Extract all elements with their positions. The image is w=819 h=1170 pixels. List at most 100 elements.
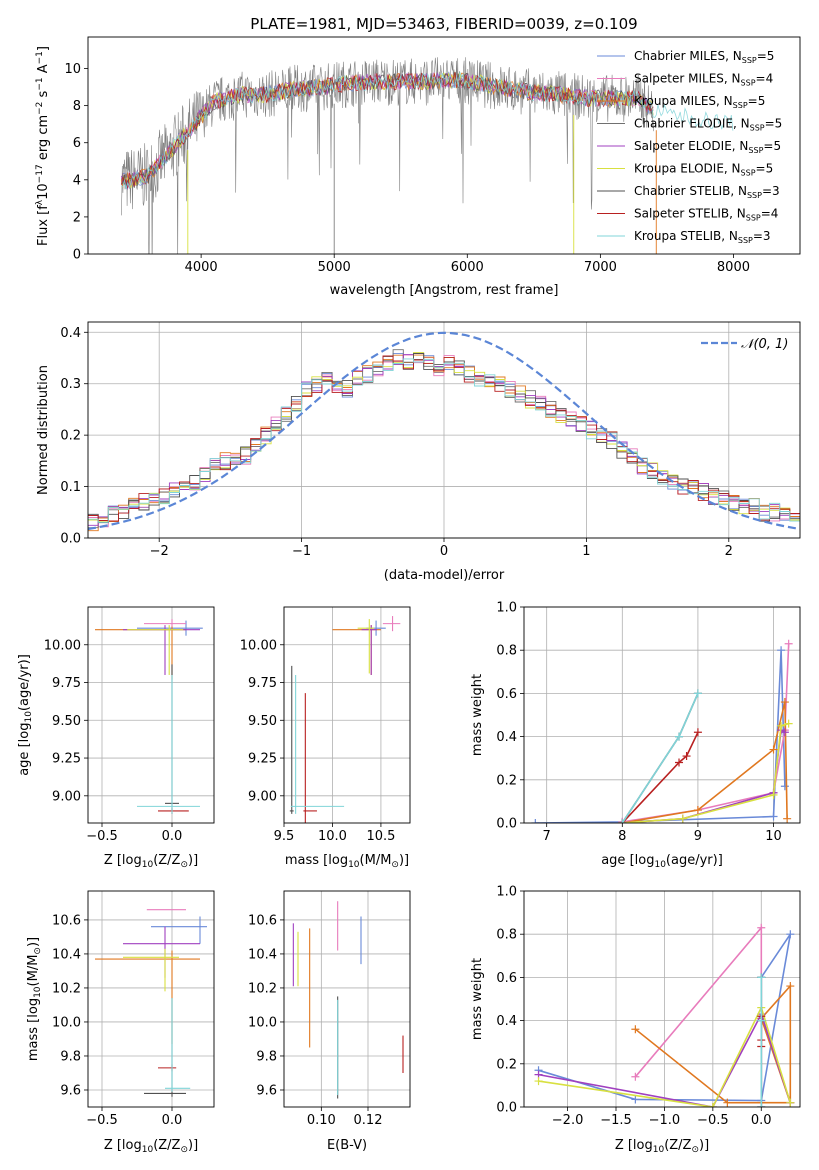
x-axis-label-part: 10 <box>653 1145 665 1155</box>
legend-label-tail: =4 <box>756 72 774 86</box>
y-tick-label: 0.4 <box>496 1014 517 1029</box>
legend-label-sub: SSP <box>747 191 762 200</box>
x-axis-label-part: )] <box>399 853 409 868</box>
x-axis-label-part: Z [log <box>615 1138 653 1153</box>
weight-marker <box>631 1095 640 1104</box>
x-axis-label-part: (M/M <box>360 853 392 868</box>
x-axis-label: Z [log10(Z/Z⊙)] <box>104 1138 198 1155</box>
y-axis-label-part: −1 <box>35 51 45 64</box>
weight-marker <box>693 689 702 698</box>
z-mass-panel: −0.5 0.09.69.810.010.210.410.6Z [log10(Z/… <box>26 890 215 1155</box>
x-tick-label: 10.5 <box>366 829 395 844</box>
weight-marker <box>678 814 687 823</box>
y-axis-label: age [log10(age/yr)] <box>17 654 34 776</box>
weight-marker <box>769 745 778 754</box>
weight-series-6 <box>621 731 699 823</box>
weight-marker <box>757 1103 766 1107</box>
weight-marker <box>757 923 766 932</box>
age-weight-panel-plot-area <box>531 639 793 823</box>
y-tick-label: 10.2 <box>248 981 277 996</box>
y-axis-label-part: Flux [f <box>36 205 51 246</box>
y-tick-label: 1.0 <box>496 885 517 900</box>
y-tick-label: 9.6 <box>256 1083 277 1098</box>
y-tick-label: 8 <box>73 99 81 114</box>
x-axis-label-part: 10 <box>142 860 154 870</box>
x-axis-label-part: )] <box>188 1138 198 1153</box>
legend-label: Kroupa STELIB, NSSP=3 <box>634 229 771 245</box>
y-axis-label-part: λ <box>35 199 45 205</box>
weight-marker <box>723 1098 732 1107</box>
x-tick-label: −2 <box>150 544 169 559</box>
x-axis-label-part: 10 <box>654 860 666 870</box>
legend-label-base: Salpeter MILES, N <box>634 72 741 86</box>
legend-label-base: Salpeter STELIB, N <box>634 207 746 221</box>
y-tick-label: 9.50 <box>52 714 81 729</box>
legend-label-base: Kroupa ELODIE, N <box>634 162 741 176</box>
y-tick-label: 6 <box>73 136 81 151</box>
y-tick-label: 9.75 <box>52 676 81 691</box>
z-mass-panel-plot-area <box>95 909 207 1097</box>
legend-label: Salpeter ELODIE, NSSP=5 <box>634 139 781 155</box>
y-axis-label: Flux [fλ10−17 erg cm−2 s−1 A−1] <box>35 46 51 246</box>
legend-label-sub: SSP <box>733 101 748 110</box>
x-axis-label-part: 10 <box>348 860 360 870</box>
weight-marker <box>675 732 684 741</box>
x-axis-label-part: (Z/Z <box>153 853 180 868</box>
x-axis-label: Z [log10(Z/Z⊙)] <box>104 853 198 870</box>
x-tick-label: 2 <box>725 544 733 559</box>
y-tick-label: 0.4 <box>496 730 517 745</box>
weight-marker <box>631 1025 640 1034</box>
x-axis-label-part: (Z/Z <box>664 1138 691 1153</box>
x-tick-label: 0 <box>440 544 448 559</box>
x-tick-label: −0.5 <box>86 1113 118 1128</box>
axes-frame <box>523 890 801 1108</box>
weight-marker <box>769 790 778 799</box>
x-tick-label: 9 <box>694 829 702 844</box>
y-tick-label: 10.0 <box>52 1015 81 1030</box>
legend-label: Salpeter MILES, NSSP=4 <box>634 72 773 88</box>
x-axis-label: E(B-V) <box>327 1138 367 1153</box>
x-axis-label-part: ⊙ <box>180 1145 188 1155</box>
x-tick-label: −2.0 <box>552 1113 584 1128</box>
residual-histogram-8 <box>88 358 800 523</box>
weight-marker <box>682 752 691 761</box>
y-axis-label: mass weight <box>470 674 485 756</box>
weight-marker <box>786 930 795 939</box>
y-axis-label-part: −17 <box>35 164 45 183</box>
x-tick-label: 7 <box>543 829 551 844</box>
x-tick-label: 6000 <box>451 260 484 275</box>
legend-label: Salpeter STELIB, NSSP=4 <box>634 207 778 223</box>
legend-label-base: Chabrier MILES, N <box>634 49 742 63</box>
y-axis-label-part: (age/yr)] <box>17 654 32 711</box>
weight-marker <box>786 1098 795 1107</box>
x-axis-label: wavelength [Angstrom, rest frame] <box>330 283 559 298</box>
legend-label: Kroupa ELODIE, NSSP=5 <box>634 162 773 178</box>
x-tick-label: 8 <box>618 829 626 844</box>
y-tick-label: 2 <box>73 210 81 225</box>
y-tick-label: 10.6 <box>248 913 277 928</box>
weight-marker <box>777 721 786 730</box>
weight-marker <box>777 646 786 655</box>
x-tick-label: −1.5 <box>600 1113 632 1128</box>
y-axis-label-part: mass [log <box>26 998 41 1061</box>
weight-marker <box>693 728 702 737</box>
axes-frame <box>87 321 801 539</box>
y-axis-label-part: −1 <box>35 77 45 90</box>
legend-label-sub: SSP <box>742 56 757 65</box>
y-tick-label: 10.2 <box>52 981 81 996</box>
weight-marker <box>618 819 627 823</box>
model-spectrum-8 <box>121 72 734 190</box>
legend-label: Chabrier STELIB, NSSP=3 <box>634 184 780 200</box>
weight-marker <box>757 973 766 982</box>
y-tick-label: 0.2 <box>60 429 81 444</box>
legend-label-tail: =5 <box>748 94 766 108</box>
weight-series-3 <box>538 1012 792 1107</box>
weight-marker <box>769 812 778 821</box>
x-tick-label: 0.10 <box>307 1113 336 1128</box>
legend-label-base: Kroupa MILES, N <box>634 94 733 108</box>
legend-label: 𝒩(0, 1) <box>741 337 788 352</box>
y-tick-label: 0.2 <box>496 1057 517 1072</box>
weight-series-2 <box>634 983 792 1104</box>
ebv-mass-panel-plot-area <box>292 901 404 1099</box>
